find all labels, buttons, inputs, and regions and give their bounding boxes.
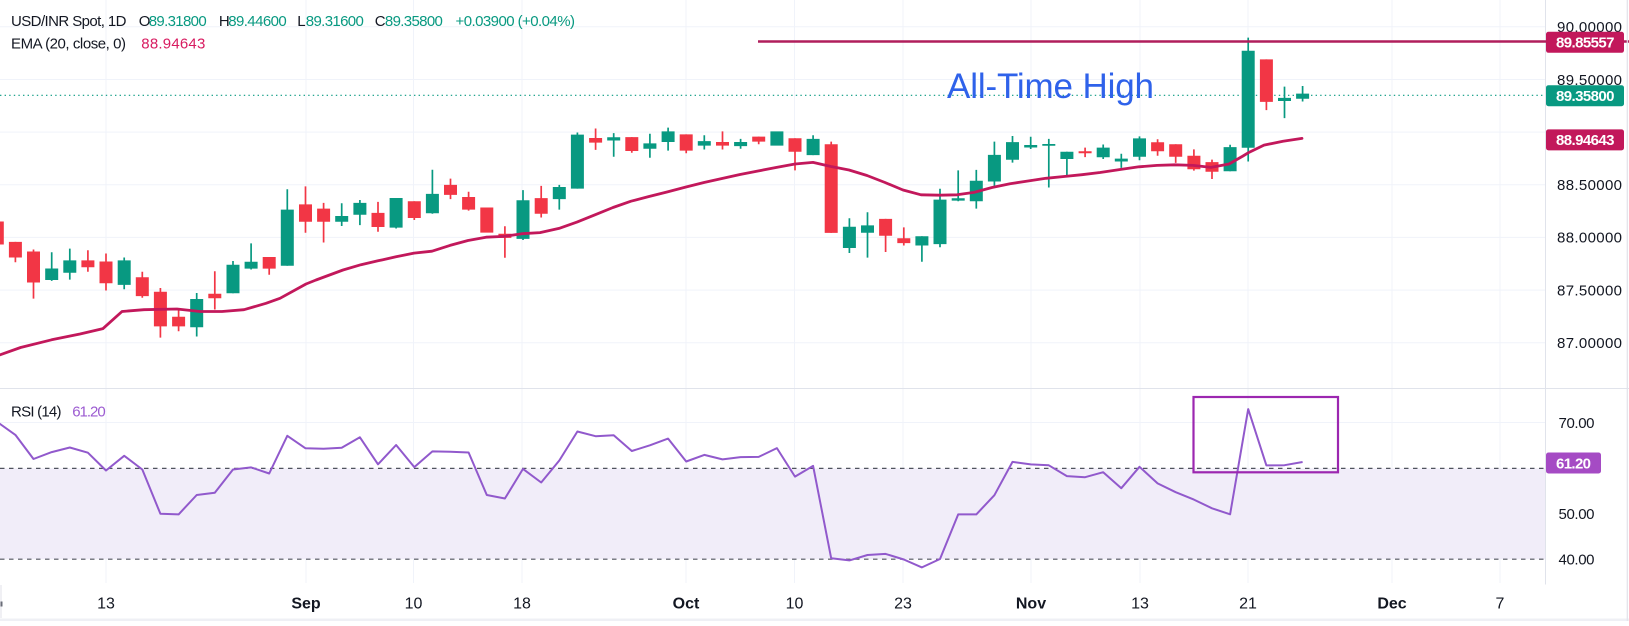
svg-text:70.00: 70.00 (1559, 415, 1595, 432)
svg-text:21: 21 (1239, 596, 1257, 613)
svg-text:10: 10 (786, 596, 804, 613)
svg-text:89.31600: 89.31600 (306, 13, 364, 30)
svg-text:Oct: Oct (673, 596, 700, 613)
svg-text:O: O (139, 13, 151, 30)
svg-text:Dec: Dec (1377, 596, 1406, 613)
svg-text:13: 13 (97, 596, 115, 613)
svg-text:13: 13 (1131, 596, 1149, 613)
svg-text:61.20: 61.20 (72, 404, 106, 421)
svg-text:C: C (375, 13, 386, 30)
svg-text:89.44600: 89.44600 (228, 13, 287, 30)
svg-text:10: 10 (405, 596, 423, 613)
svg-text:H: H (219, 13, 230, 30)
svg-text:87.50000: 87.50000 (1557, 282, 1622, 299)
svg-text:88.94643: 88.94643 (1556, 132, 1615, 149)
svg-text:89.85557: 89.85557 (1556, 35, 1615, 52)
svg-text:89.50000: 89.50000 (1557, 72, 1622, 89)
svg-text:EMA (20, close, 0): EMA (20, close, 0) (11, 36, 126, 53)
svg-text:88.94643: 88.94643 (141, 36, 205, 53)
svg-text:89.31800: 89.31800 (149, 13, 207, 30)
svg-text:18: 18 (513, 596, 531, 613)
svg-text:89.35800: 89.35800 (1556, 88, 1615, 105)
svg-text:Sep: Sep (291, 596, 321, 613)
svg-text:87.00000: 87.00000 (1557, 335, 1622, 352)
svg-text:89.35800: 89.35800 (385, 13, 443, 30)
svg-text:Nov: Nov (1016, 596, 1046, 613)
svg-text:+0.03900 (+0.04%): +0.03900 (+0.04%) (456, 13, 576, 30)
svg-text:L: L (297, 13, 305, 30)
svg-text:88.00000: 88.00000 (1557, 230, 1622, 247)
svg-text:7: 7 (1496, 596, 1505, 613)
svg-text:23: 23 (894, 596, 912, 613)
svg-text:88.50000: 88.50000 (1557, 177, 1622, 194)
svg-text:50.00: 50.00 (1559, 506, 1595, 523)
svg-text:40.00: 40.00 (1559, 552, 1595, 569)
svg-text:All-Time High: All-Time High (947, 67, 1154, 106)
svg-text:61.20: 61.20 (1556, 455, 1591, 472)
svg-text:RSI (14): RSI (14) (11, 404, 62, 421)
svg-text:USD/INR Spot, 1D: USD/INR Spot, 1D (11, 13, 127, 30)
